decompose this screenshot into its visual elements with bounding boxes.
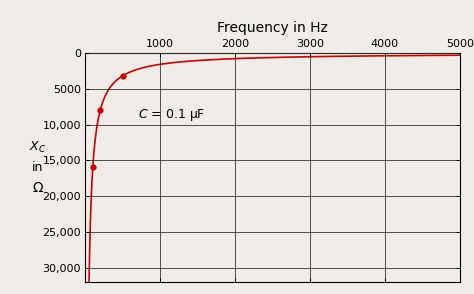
Text: $X_C$: $X_C$: [29, 139, 46, 155]
Text: in: in: [32, 161, 44, 174]
Text: $\Omega$: $\Omega$: [32, 181, 44, 195]
Text: $C$ = 0.1 μF: $C$ = 0.1 μF: [138, 107, 205, 123]
X-axis label: Frequency in Hz: Frequency in Hz: [217, 21, 328, 35]
